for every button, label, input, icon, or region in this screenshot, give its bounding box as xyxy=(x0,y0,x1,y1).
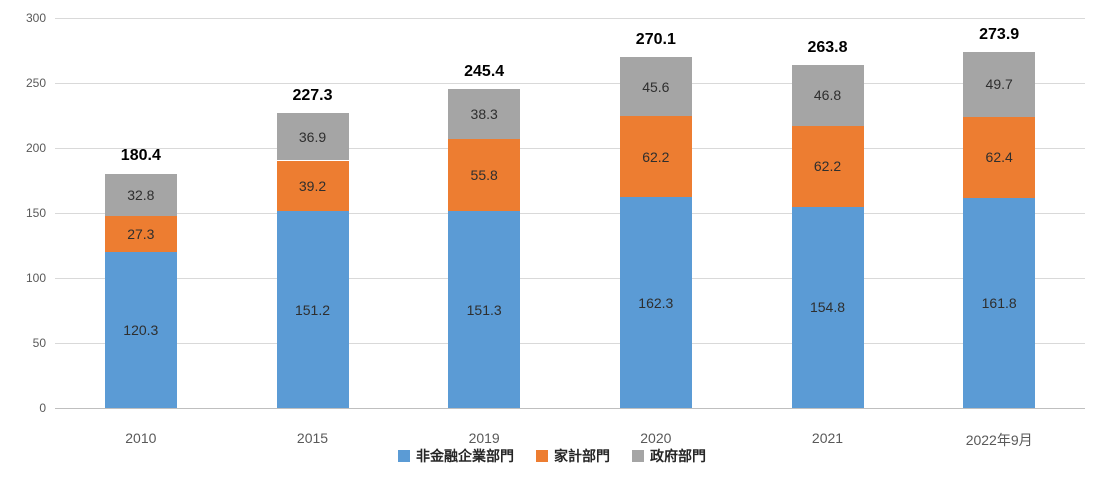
y-tick-label: 100 xyxy=(25,271,46,285)
y-tick-label: 150 xyxy=(25,206,46,220)
bar-segment: 62.2 xyxy=(619,116,692,198)
bar-segment: 45.6 xyxy=(619,56,692,117)
bar-segment: 32.8 xyxy=(104,173,177,217)
legend-item: 非金融企業部門 xyxy=(398,446,514,466)
bar-segment: 39.2 xyxy=(276,160,349,212)
x-axis-label: 2021 xyxy=(811,430,844,446)
segment-value-label: 45.6 xyxy=(642,78,670,95)
gridline xyxy=(55,212,1085,214)
segment-value-label: 62.4 xyxy=(985,149,1013,166)
x-axis-label: 2010 xyxy=(125,430,157,446)
segment-value-label: 55.8 xyxy=(470,167,498,184)
segment-value-label: 38.3 xyxy=(470,105,498,122)
segment-value-label: 36.9 xyxy=(298,128,327,145)
x-axis-line xyxy=(55,407,1085,409)
total-label: 273.9 xyxy=(979,25,1020,43)
legend-swatch-icon xyxy=(632,450,644,462)
bar-segment: 46.8 xyxy=(791,65,864,126)
bar-segment: 36.9 xyxy=(276,112,349,161)
y-tick-label: 200 xyxy=(25,141,46,155)
total-label: 227.3 xyxy=(292,86,333,104)
bar-segment: 154.8 xyxy=(791,206,864,408)
y-tick-label: 0 xyxy=(39,401,46,415)
y-tick-label: 300 xyxy=(25,11,46,25)
bar-segment: 38.3 xyxy=(448,89,521,139)
bar-segment: 62.2 xyxy=(791,125,864,207)
gridline xyxy=(55,17,1085,19)
legend-item: 政府部門 xyxy=(632,446,706,466)
total-label: 270.1 xyxy=(635,30,676,48)
segment-value-label: 32.8 xyxy=(127,186,155,203)
legend-item: 家計部門 xyxy=(536,446,610,466)
bar-segment: 162.3 xyxy=(619,197,692,408)
gridline xyxy=(55,277,1085,279)
segment-value-label: 161.8 xyxy=(981,294,1017,311)
segment-value-label: 151.3 xyxy=(466,301,502,318)
bar-segment: 151.2 xyxy=(276,211,349,408)
x-axis-label: 2015 xyxy=(296,430,329,446)
x-axis-label: 2020 xyxy=(640,430,672,446)
y-tick-label: 50 xyxy=(32,336,46,350)
x-axis-label: 2019 xyxy=(468,430,500,446)
legend-swatch-icon xyxy=(398,450,410,462)
bar-segment: 62.4 xyxy=(963,116,1036,198)
bar-segment: 161.8 xyxy=(963,197,1036,408)
segment-value-label: 46.8 xyxy=(813,87,842,104)
plot-area: 0 50 100 150 200 250 300 120.3 27.3 32.8 180.4 2010… xyxy=(26,11,1085,448)
chart-legend: 非金融企業部門 家計部門 政府部門 xyxy=(0,446,1104,466)
segment-value-label: 162.3 xyxy=(638,294,674,311)
x-axis-label: 2022年9月 xyxy=(965,432,1033,448)
legend-swatch-icon xyxy=(536,450,548,462)
total-label: 245.4 xyxy=(464,62,505,80)
segment-value-label: 62.2 xyxy=(642,148,670,165)
gridline xyxy=(55,342,1085,344)
bar-segment: 120.3 xyxy=(104,251,177,408)
segment-value-label: 62.2 xyxy=(813,158,842,175)
legend-label: 非金融企業部門 xyxy=(416,448,514,464)
bar-segment: 27.3 xyxy=(104,216,177,252)
segment-value-label: 154.8 xyxy=(809,299,846,316)
gridline xyxy=(55,82,1085,84)
total-label: 180.4 xyxy=(120,147,161,165)
bar-segment: 151.3 xyxy=(448,211,521,408)
y-tick-label: 250 xyxy=(25,76,46,90)
legend-label: 家計部門 xyxy=(554,448,610,464)
segment-value-label: 39.2 xyxy=(298,177,327,194)
legend-label: 政府部門 xyxy=(650,448,706,464)
segment-value-label: 27.3 xyxy=(127,225,155,242)
total-label: 263.8 xyxy=(807,39,848,57)
segment-value-label: 120.3 xyxy=(123,321,159,338)
segment-value-label: 49.7 xyxy=(985,76,1013,93)
bar-segment: 49.7 xyxy=(963,51,1036,117)
bar-segment: 55.8 xyxy=(448,138,521,212)
segment-value-label: 151.2 xyxy=(294,301,331,318)
gridline xyxy=(55,147,1085,149)
